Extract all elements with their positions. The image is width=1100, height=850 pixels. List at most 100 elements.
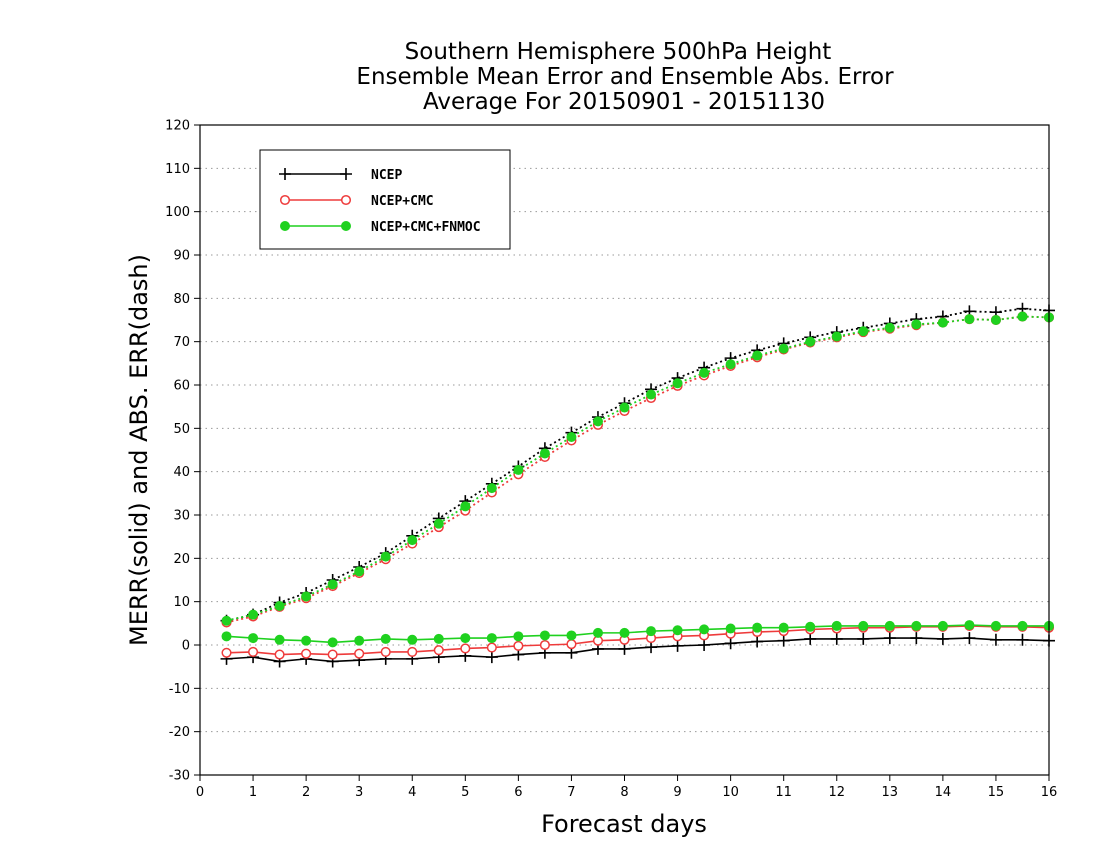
- abs-err-point: [990, 315, 1001, 325]
- merr-point: [460, 643, 471, 654]
- merr-point: [646, 626, 657, 637]
- merr-point: [513, 640, 524, 651]
- merr-point: [327, 649, 338, 660]
- merr-point: [830, 632, 843, 645]
- merr-point: [485, 651, 498, 664]
- legend-entry: NCEP+CMC: [279, 194, 434, 209]
- merr-point: [407, 634, 418, 645]
- merr-point: [699, 624, 710, 635]
- x-tick-label: 6: [514, 785, 522, 800]
- y-tick-label: 50: [173, 422, 190, 437]
- abs-err-line: [226, 315, 1050, 622]
- y-axis-ticks: -30 -20 -10 0 10 20 30 40 50 60 70 80 90 100 110 120: [165, 119, 200, 784]
- y-tick-label: 70: [173, 335, 190, 350]
- legend-marker: [340, 194, 352, 206]
- legend-marker: [341, 221, 351, 231]
- abs-err-point: [911, 319, 922, 330]
- abs-err-point: [592, 416, 603, 427]
- plot-series: [220, 302, 1055, 668]
- y-tick-label: -30: [169, 769, 190, 784]
- merr-point: [989, 633, 1002, 646]
- legend: NCEP NCEP+CMC NCEP+CMC+FNMOC: [259, 149, 511, 250]
- abs-err-point: [274, 601, 285, 611]
- x-tick-label: 13: [882, 785, 899, 800]
- merr-point: [380, 646, 391, 657]
- x-tick-label: 10: [722, 785, 739, 800]
- legend-marker: [340, 168, 352, 180]
- merr-point: [752, 622, 763, 633]
- y-tick-label: 120: [165, 119, 190, 134]
- abs-err-point: [831, 331, 842, 342]
- merr-point: [910, 632, 923, 645]
- merr-point: [327, 637, 338, 648]
- x-tick-label: 1: [249, 785, 257, 800]
- x-tick-label: 3: [355, 785, 363, 800]
- y-tick-label: 110: [165, 162, 190, 177]
- merr-point: [221, 631, 232, 642]
- merr-point: [698, 639, 711, 651]
- y-tick-label: 100: [165, 205, 190, 220]
- merr-point: [964, 620, 975, 631]
- abs-err-point: [619, 402, 630, 413]
- merr-point: [618, 642, 631, 655]
- series-ncep-cmc: [221, 311, 1055, 660]
- merr-point: [672, 625, 683, 636]
- abs-err-point: [513, 464, 524, 475]
- series-ncep-cmc-fnmoc: [221, 311, 1054, 648]
- abs-err-line: [226, 307, 1050, 622]
- x-tick-label: 0: [196, 785, 204, 800]
- abs-err-point: [646, 389, 657, 400]
- merr-point: [883, 632, 896, 645]
- abs-err-point: [301, 591, 312, 602]
- title-line-2: Ensemble Mean Error and Ensemble Abs. Er…: [356, 64, 894, 90]
- x-tick-label: 11: [775, 785, 792, 800]
- merr-point: [539, 630, 550, 641]
- merr-point: [566, 630, 577, 641]
- y-tick-label: 20: [173, 552, 190, 567]
- x-tick-label: 12: [828, 785, 845, 800]
- abs-err-point: [672, 378, 683, 389]
- merr-point: [990, 620, 1001, 631]
- y-tick-label: 60: [173, 379, 190, 394]
- legend-items: NCEP NCEP+CMC NCEP+CMC+FNMOC: [279, 168, 481, 235]
- abs-err-point: [486, 483, 497, 494]
- abs-err-point: [327, 579, 338, 590]
- merr-point: [937, 620, 948, 631]
- legend-marker: [279, 168, 291, 180]
- merr-point: [407, 646, 418, 657]
- merr-point: [671, 639, 684, 652]
- merr-point: [751, 635, 764, 648]
- abs-err-point: [937, 317, 948, 328]
- merr-point: [778, 622, 789, 633]
- title-line-3: Average For 20150901 - 20151130: [423, 89, 825, 115]
- title-line-1: Southern Hemisphere 500hPa Height: [405, 39, 832, 65]
- legend-label: NCEP: [371, 168, 402, 183]
- abs-err-point: [964, 314, 975, 325]
- merr-point: [248, 646, 259, 657]
- abs-err-point: [805, 336, 816, 347]
- merr-point: [857, 632, 870, 645]
- x-axis-ticks: 0 1 2 3 4 5 6 7 8 9 10 11 12 13 14 15 16: [196, 775, 1057, 800]
- x-tick-label: 16: [1041, 785, 1058, 800]
- merr-point: [592, 627, 603, 638]
- x-tick-label: 2: [302, 785, 310, 800]
- merr-point: [433, 633, 444, 644]
- x-tick-label: 15: [988, 785, 1005, 800]
- abs-err-point: [725, 359, 736, 370]
- merr-point: [486, 642, 497, 653]
- legend-entry: NCEP: [279, 168, 402, 183]
- merr-point: [1016, 633, 1029, 646]
- abs-err-point: [566, 432, 577, 442]
- merr-point: [274, 649, 285, 660]
- y-axis-title: MERR(solid) and ABS. ERR(dash): [125, 254, 153, 646]
- y-tick-label: 90: [173, 249, 190, 264]
- legend-label: NCEP+CMC: [371, 194, 434, 209]
- merr-point: [539, 639, 550, 651]
- merr-point: [777, 634, 790, 647]
- merr-point: [248, 633, 259, 644]
- legend-marker: [279, 194, 291, 206]
- merr-point: [460, 633, 471, 644]
- abs-err-point: [752, 350, 763, 361]
- chart-title: Southern Hemisphere 500hPa Height Ensemb…: [356, 39, 894, 115]
